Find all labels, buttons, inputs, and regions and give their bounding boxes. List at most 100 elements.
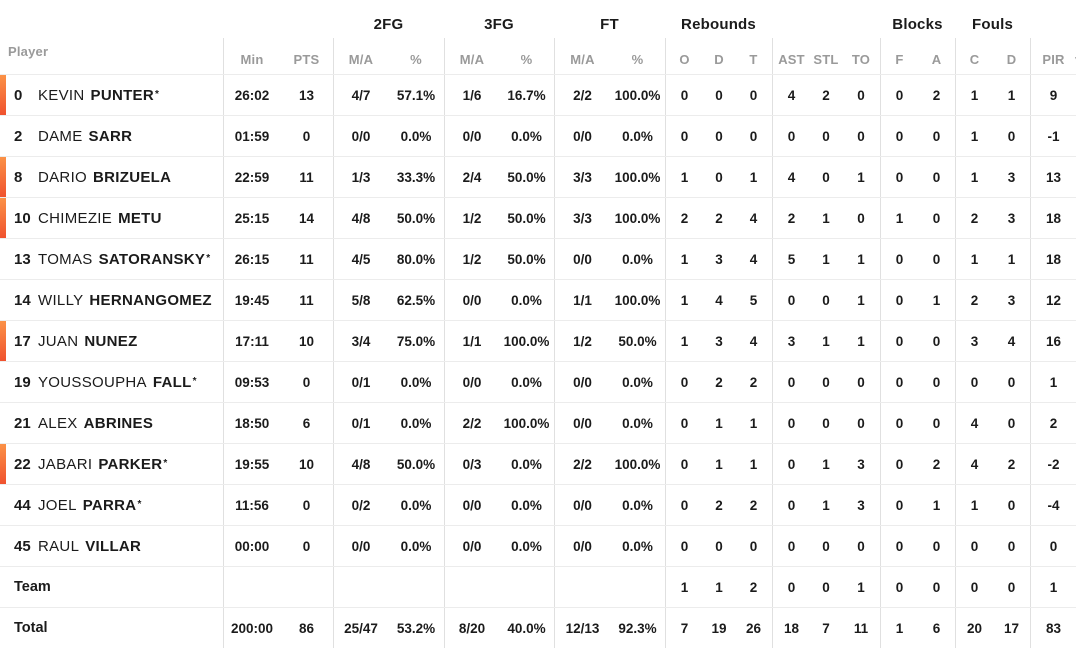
column-header-ft-pct[interactable]: % xyxy=(631,52,644,67)
stat-stl: 0 xyxy=(822,169,830,185)
column-header-fouls-c[interactable]: C xyxy=(955,38,993,74)
stat-3fg-pct: 100.0% xyxy=(503,333,550,349)
stat-to: 0 xyxy=(857,210,865,226)
player-name-cell[interactable]: 44 JOEL PARRA * xyxy=(0,485,223,525)
stat-ft-pct: 0.0% xyxy=(622,538,653,554)
stat-blocks-a: 2 xyxy=(932,87,941,103)
stat-reb-t: 2 xyxy=(749,579,758,595)
stat-blocks-a: 0 xyxy=(932,579,941,595)
stat-reb-o: 0 xyxy=(665,403,703,443)
column-header-2fg-pct[interactable]: % xyxy=(410,52,422,67)
stat-blocks-a: 0 xyxy=(932,251,941,267)
stat-3fg-ma: 0/0 xyxy=(444,485,499,525)
player-last-name: SARR xyxy=(88,127,133,145)
stat-ft-ma: 0/0 xyxy=(554,239,610,279)
stat-ft-ma: 2/2 xyxy=(554,75,610,115)
stat-stl: 0 xyxy=(822,292,830,308)
stat-reb-d: 0 xyxy=(715,169,723,185)
column-header-3fg-ma[interactable]: M/A xyxy=(444,38,499,74)
stat-blocks-a: 1 xyxy=(932,497,941,513)
player-name-cell[interactable]: 8 DARIO BRIZUELA xyxy=(0,157,223,197)
stat-pts xyxy=(280,567,333,607)
column-header-to[interactable]: TO xyxy=(851,52,871,67)
column-header-stl[interactable]: STL xyxy=(813,52,839,67)
stat-min: 01:59 xyxy=(223,116,280,156)
stat-ft-ma: 12/13 xyxy=(554,608,610,648)
stat-ast: 0 xyxy=(772,403,810,443)
stat-pts: 14 xyxy=(298,210,315,226)
stat-3fg-ma: 0/0 xyxy=(444,280,499,320)
group-header-2fg: 2FG xyxy=(373,15,404,33)
stat-2fg-pct: 62.5% xyxy=(396,292,436,308)
player-first-name: CHIMEZIE xyxy=(38,209,113,227)
stat-reb-o: 2 xyxy=(665,198,703,238)
team-row-label: Team xyxy=(14,579,51,595)
column-header-2fg-ma[interactable]: M/A xyxy=(333,38,388,74)
stat-reb-t: 1 xyxy=(749,456,758,472)
stat-blocks-f: 0 xyxy=(880,116,918,156)
column-header-reb-d[interactable]: D xyxy=(714,52,724,67)
stat-min: 18:50 xyxy=(223,403,280,443)
group-header-ft: FT xyxy=(600,15,619,33)
stat-ast: 18 xyxy=(772,608,810,648)
stat-reb-d: 3 xyxy=(715,251,723,267)
stat-ft-ma: 0/0 xyxy=(554,116,610,156)
stat-min: 11:56 xyxy=(223,485,280,525)
stat-stl: 1 xyxy=(822,333,830,349)
stat-ast: 2 xyxy=(772,198,810,238)
column-header-blocks-f[interactable]: F xyxy=(880,38,918,74)
stat-2fg-ma: 0/0 xyxy=(333,116,388,156)
player-name-cell[interactable]: 19 YOUSSOUPHA FALL * xyxy=(0,362,223,402)
stat-ast: 0 xyxy=(772,362,810,402)
column-header-min[interactable]: Min xyxy=(223,38,280,74)
player-name-cell[interactable]: 45 RAUL VILLAR xyxy=(0,526,223,566)
stat-fouls-d: 3 xyxy=(1007,169,1016,185)
column-header-fouls-d[interactable]: D xyxy=(1006,52,1017,67)
player-name-cell[interactable]: 13 TOMAS SATORANSKY * xyxy=(0,239,223,279)
column-header-pts[interactable]: PTS xyxy=(293,52,320,67)
stat-pir: 16 xyxy=(1030,321,1076,361)
stat-reb-o: 7 xyxy=(665,608,703,648)
column-header-blocks-a[interactable]: A xyxy=(931,52,942,67)
stat-2fg-ma: 4/7 xyxy=(333,75,388,115)
stat-3fg-ma: 0/0 xyxy=(444,116,499,156)
column-header-reb-o[interactable]: O xyxy=(665,38,703,74)
stat-pts: 11 xyxy=(299,251,314,267)
stat-reb-o: 0 xyxy=(665,444,703,484)
stat-pir: -1 xyxy=(1030,116,1076,156)
stat-min: 26:02 xyxy=(223,75,280,115)
stat-reb-t: 5 xyxy=(749,292,758,308)
column-header-3fg-pct[interactable]: % xyxy=(520,52,533,67)
stat-reb-o: 0 xyxy=(665,75,703,115)
stat-min: 22:59 xyxy=(223,157,280,197)
stat-blocks-a: 0 xyxy=(932,128,941,144)
stat-fouls-d: 0 xyxy=(1007,497,1016,513)
player-name-cell[interactable]: 0 KEVIN PUNTER * xyxy=(0,75,223,115)
stat-2fg-pct: 0.0% xyxy=(400,497,432,513)
player-name-cell[interactable]: 14 WILLY HERNANGOMEZ xyxy=(0,280,223,320)
stat-ast: 3 xyxy=(772,321,810,361)
player-last-name: PARRA xyxy=(82,496,137,514)
player-name-cell[interactable]: 17 JUAN NUNEZ xyxy=(0,321,223,361)
player-name-cell[interactable]: 2 DAME SARR xyxy=(0,116,223,156)
stat-ft-ma: 2/2 xyxy=(554,444,610,484)
stat-min: 26:15 xyxy=(223,239,280,279)
stat-reb-t: 0 xyxy=(749,128,758,144)
player-row: 2 DAME SARR 01:59 0 0/0 0.0% 0/0 0.0% 0/0 0.0% 0 0 0 0… xyxy=(0,115,1076,156)
player-name-cell[interactable]: 22 JABARI PARKER * xyxy=(0,444,223,484)
stat-stl: 0 xyxy=(822,579,830,595)
player-name-cell[interactable]: 21 ALEX ABRINES xyxy=(0,403,223,443)
group-header-blocks: Blocks xyxy=(892,15,943,33)
column-header-ast[interactable]: AST xyxy=(772,38,810,74)
table-body: 0 KEVIN PUNTER * 26:02 13 4/7 57.1% 1/6 16.7% 2/2 1… xyxy=(0,74,1076,648)
column-header-ft-ma[interactable]: M/A xyxy=(554,38,610,74)
stat-fouls-d: 0 xyxy=(1007,374,1016,390)
column-header-pir[interactable]: PIR▾ xyxy=(1030,38,1076,74)
stat-pir: 83 xyxy=(1030,608,1076,648)
stat-pir: 13 xyxy=(1030,157,1076,197)
column-header-reb-t[interactable]: T xyxy=(749,52,758,67)
stat-pts: 86 xyxy=(298,620,315,636)
column-header-player: Player xyxy=(8,43,49,59)
player-name-cell[interactable]: 10 CHIMEZIE METU xyxy=(0,198,223,238)
stat-3fg-pct: 50.0% xyxy=(507,210,546,226)
